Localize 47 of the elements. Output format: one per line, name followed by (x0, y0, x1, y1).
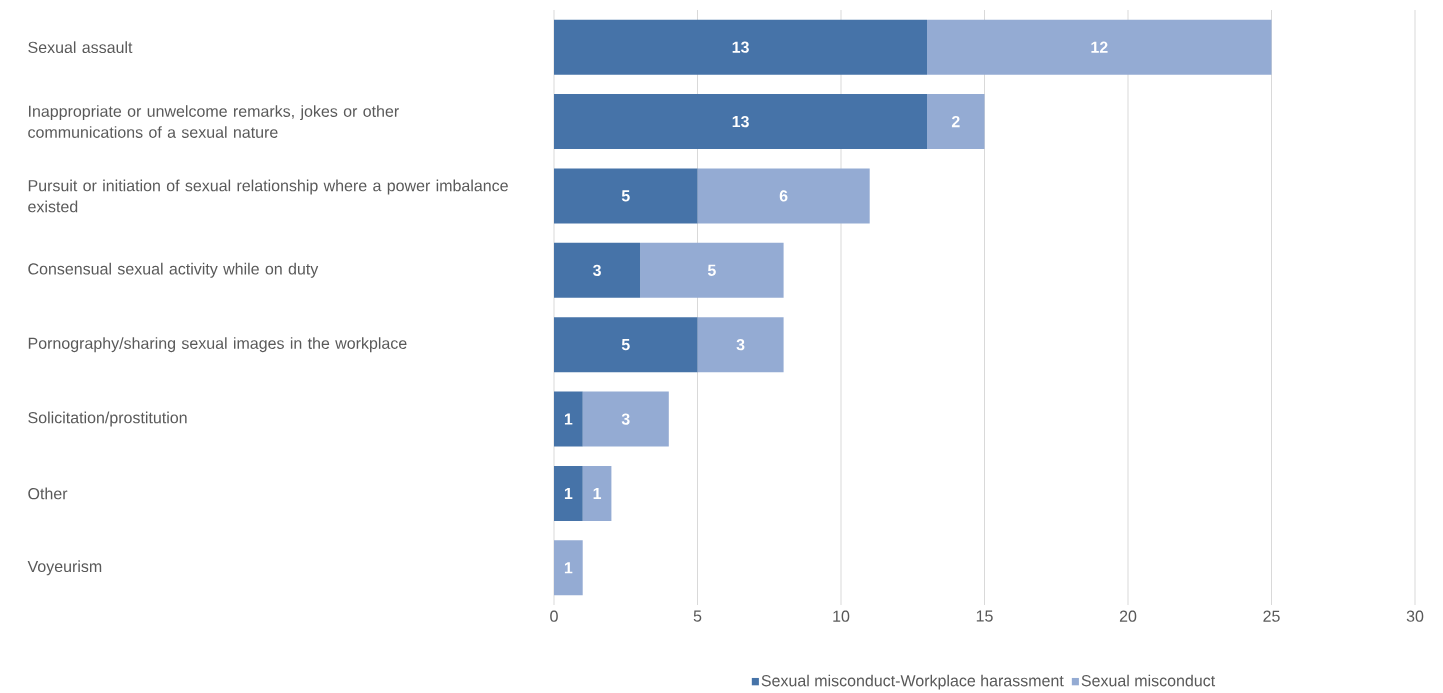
data-label: 13 (732, 41, 749, 54)
data-label: 1 (593, 488, 602, 500)
bar (554, 19, 928, 75)
data-label: 5 (621, 190, 630, 202)
y-tick-label: Pursuit or initiation of sexual relationship where a power imbalance existed (28, 179, 508, 213)
data-label: 1 (564, 562, 573, 574)
bar (582, 466, 612, 522)
x-tick-label: 20 (1119, 610, 1137, 623)
bar (554, 540, 583, 596)
bar (697, 317, 784, 373)
bar (697, 168, 870, 224)
bar (554, 466, 583, 522)
data-label: 6 (779, 190, 788, 202)
bar (554, 168, 698, 224)
x-tick-label: 25 (1263, 610, 1280, 623)
y-tick-label: Sexual assault (28, 41, 133, 54)
y-tick-label: Inappropriate or unwelcome remarks, jokes or other communications of a sexual nature (28, 105, 399, 139)
data-label: 3 (621, 413, 630, 425)
data-label: 13 (732, 116, 749, 128)
bar (927, 94, 985, 150)
legend-label: Sexual misconduct-Workplace harassment (761, 674, 1064, 690)
bar (554, 317, 698, 373)
y-tick-label: Consensual sexual activity while on duty (28, 263, 319, 278)
bar (554, 242, 641, 299)
data-label: 5 (707, 264, 716, 277)
data-label: 3 (736, 339, 745, 351)
y-tick-label: Other (28, 487, 68, 500)
x-tick-label: 10 (833, 610, 850, 623)
data-label: 1 (564, 413, 573, 425)
legend-label: Sexual misconduct (1081, 674, 1216, 687)
y-tick-label: Pornography/sharing sexual images in the workplace (28, 337, 407, 353)
y-tick-label: Solicitation/prostitution (28, 411, 187, 427)
bar (554, 94, 928, 150)
data-label: 2 (951, 116, 960, 128)
x-tick-label: 30 (1406, 610, 1424, 623)
bar (582, 391, 669, 447)
x-tick-label: 5 (693, 610, 702, 622)
data-label: 12 (1091, 41, 1108, 53)
bar (640, 242, 784, 299)
data-label: 3 (592, 264, 601, 277)
y-tick-label: Voyeurism (27, 560, 102, 576)
data-label: 1 (564, 488, 573, 500)
x-tick-label: 0 (550, 610, 558, 623)
data-label: 5 (621, 339, 630, 351)
bar (554, 391, 583, 447)
bar (927, 19, 1272, 75)
x-tick-label: 15 (976, 610, 993, 622)
